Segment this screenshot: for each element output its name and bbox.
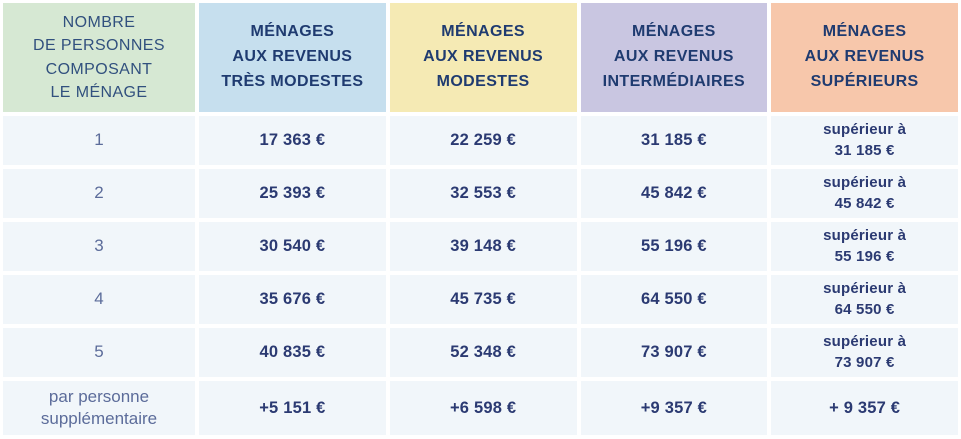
table-cell: 45 842 € [580, 169, 768, 218]
row-label: 4 [3, 275, 195, 324]
row-label: 5 [3, 328, 195, 377]
column-header-revenus-superieurs: MÉNAGES AUX REVENUS SUPÉRIEURS [771, 3, 958, 112]
row-label: 2 [3, 169, 195, 218]
table-cell: supérieur à 55 196 € [771, 222, 958, 271]
row-label: 3 [3, 222, 195, 271]
table-cell: 35 676 € [199, 275, 386, 324]
table-cell: 30 540 € [199, 222, 386, 271]
table-cell: 39 148 € [389, 222, 577, 271]
table-cell: 52 348 € [389, 328, 577, 377]
table-cell: 32 553 € [389, 169, 577, 218]
table-cell: 25 393 € [199, 169, 386, 218]
table-cell: +5 151 € [199, 381, 386, 435]
table-cell: 45 735 € [389, 275, 577, 324]
column-header-revenus-intermediaires: MÉNAGES AUX REVENUS INTERMÉDIAIRES [580, 3, 768, 112]
table-cell: 73 907 € [580, 328, 768, 377]
table-cell: 55 196 € [580, 222, 768, 271]
column-header-revenus-tres-modestes: MÉNAGES AUX REVENUS TRÈS MODESTES [199, 3, 386, 112]
table-cell: 64 550 € [580, 275, 768, 324]
row-label: 1 [3, 116, 195, 165]
table-cell: supérieur à 64 550 € [771, 275, 958, 324]
table-cell: + 9 357 € [771, 381, 958, 435]
table-cell: +9 357 € [580, 381, 768, 435]
table-cell: 22 259 € [389, 116, 577, 165]
table-cell: 31 185 € [580, 116, 768, 165]
column-header-revenus-modestes: MÉNAGES AUX REVENUS MODESTES [389, 3, 577, 112]
table-cell: 17 363 € [199, 116, 386, 165]
table-cell: 40 835 € [199, 328, 386, 377]
column-header-household-size: NOMBRE DE PERSONNES COMPOSANT LE MÉNAGE [3, 3, 195, 112]
table-cell: supérieur à 45 842 € [771, 169, 958, 218]
table-cell: +6 598 € [389, 381, 577, 435]
row-label: par personne supplémentaire [3, 381, 195, 435]
table-cell: supérieur à 73 907 € [771, 328, 958, 377]
table-cell: supérieur à 31 185 € [771, 116, 958, 165]
